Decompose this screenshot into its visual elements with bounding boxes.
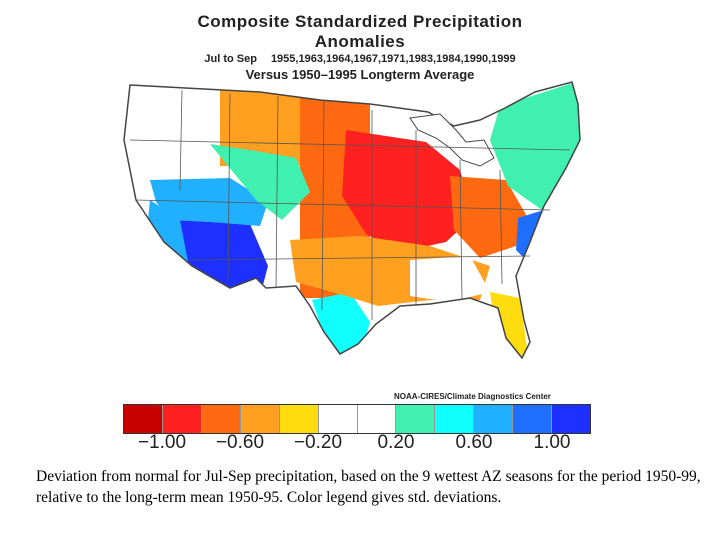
map-title-block: Composite Standardized Precipitation Ano…	[160, 12, 560, 82]
map-region-appalachians	[450, 176, 528, 258]
map-region-florida	[490, 292, 530, 358]
legend-bin-9	[435, 405, 475, 433]
legend-bin-12	[552, 405, 591, 433]
legend-bin-10	[474, 405, 514, 433]
map-region-midwest-core	[342, 130, 474, 252]
legend-bin-8	[396, 405, 436, 433]
us-outline	[123, 81, 581, 360]
legend-bin-6	[318, 405, 358, 433]
figure-caption: Deviation from normal for Jul-Sep precip…	[36, 468, 701, 506]
legend-bin-5	[279, 405, 319, 433]
us-anomaly-map	[123, 81, 581, 360]
map-title: Composite Standardized Precipitation Ano…	[197, 12, 523, 51]
reference-period: Versus 1950–1995 Longterm Average	[245, 67, 475, 82]
legend-bin-4	[240, 405, 280, 433]
legend-bin-11	[513, 405, 553, 433]
color-legend	[123, 404, 591, 434]
legend-label-3: −0.20	[293, 432, 343, 453]
map-region-southwest-desert	[174, 220, 268, 296]
credit-label: NOAA-CIRES/Climate Diagnostics Center	[394, 392, 551, 401]
map-region-southeast	[410, 256, 490, 302]
great-lakes	[409, 113, 495, 167]
legend-bin-2	[162, 405, 202, 433]
map-subtitle: Jul to Sep 1955,1963,1964,1967,1971,1983,…	[160, 53, 560, 65]
legend-label-5: 0.60	[455, 432, 493, 453]
legend-label-6: 1.00	[533, 432, 571, 453]
legend-label-1: −1.00	[137, 432, 187, 453]
legend-label-4: 0.20	[377, 432, 415, 453]
season-label: Jul to Sep	[204, 53, 257, 65]
legend-bin-1	[124, 405, 163, 433]
years-label: 1955,1963,1964,1967,1971,1983,1984,1990,…	[270, 53, 516, 65]
legend-labels: −1.00 −0.60 −0.20 0.20 0.60 1.00	[123, 432, 591, 456]
legend-label-2: −0.60	[215, 432, 265, 453]
state-borders	[129, 89, 571, 320]
legend-bin-3	[201, 405, 241, 433]
legend-bin-7	[357, 405, 397, 433]
map-region-rockies	[210, 144, 310, 220]
